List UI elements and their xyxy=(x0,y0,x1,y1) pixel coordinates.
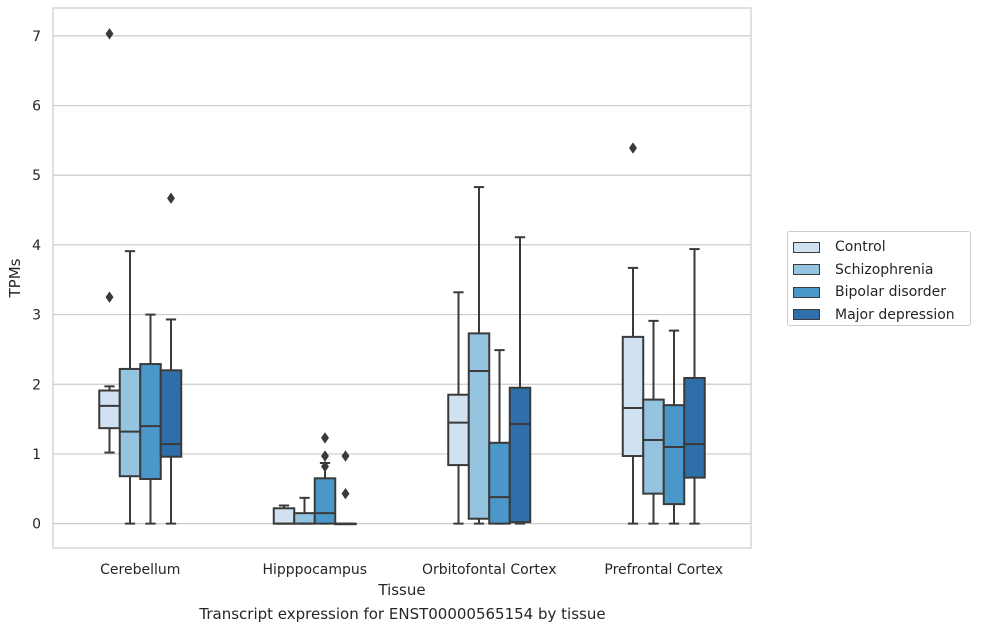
box-body-schizophrenia-cerebellum xyxy=(118,367,142,478)
box-schizophrenia-prefrontal-cortex xyxy=(642,319,665,525)
legend-swatch-control xyxy=(793,241,820,253)
box-body-bipolar-disorder-prefrontal-cortex xyxy=(662,404,686,506)
y-tick-label-0: 0 xyxy=(32,517,41,533)
legend-item-major-depression: Major depression xyxy=(788,304,970,327)
box-bipolar-disorder-orbitofontal-cortex xyxy=(488,349,511,525)
outlier-major-depression-hipppocampus-0 xyxy=(341,450,350,462)
legend-label-control: Control xyxy=(835,239,886,256)
legend-swatch-schizophrenia xyxy=(793,264,820,276)
box-major-depression-cerebellum xyxy=(159,192,183,525)
chart-caption: Transcript expression for ENST0000056515… xyxy=(199,605,606,623)
y-axis-label: TPMs xyxy=(6,258,24,298)
box-body-schizophrenia-orbitofontal-cortex xyxy=(467,332,491,520)
legend-item-control: Control xyxy=(788,236,970,259)
box-control-cerebellum xyxy=(98,28,121,454)
box-body-control-orbitofontal-cortex xyxy=(447,393,470,467)
y-tick-label-2: 2 xyxy=(32,377,41,393)
box-control-orbitofontal-cortex xyxy=(447,291,470,525)
legend-label-schizophrenia: Schizophrenia xyxy=(835,261,934,278)
box-control-hipppocampus xyxy=(272,504,296,525)
box-body-control-hipppocampus xyxy=(272,507,296,525)
box-body-bipolar-disorder-cerebellum xyxy=(139,363,162,481)
box-body-bipolar-disorder-orbitofontal-cortex xyxy=(488,441,511,525)
box-body-control-cerebellum xyxy=(98,389,121,430)
y-tick-label-4: 4 xyxy=(32,238,41,254)
outlier-major-depression-hipppocampus-1 xyxy=(341,487,350,500)
y-tick-label-7: 7 xyxy=(32,29,41,45)
legend-label-major-depression: Major depression xyxy=(835,306,955,323)
box-layer xyxy=(98,28,706,526)
outlier-control-cerebellum-1 xyxy=(105,28,114,40)
legend-swatch-bipolar-disorder xyxy=(793,286,820,298)
box-body-schizophrenia-hipppocampus xyxy=(293,512,316,525)
box-body-major-depression-prefrontal-cortex xyxy=(683,376,706,479)
y-tick-labels: 0 1 2 3 4 5 6 7 xyxy=(32,29,41,533)
box-schizophrenia-orbitofontal-cortex xyxy=(467,186,491,525)
outlier-bipolar-disorder-hipppocampus-2 xyxy=(321,460,329,473)
box-body-major-depression-cerebellum xyxy=(159,369,183,458)
outlier-control-prefrontal-cortex-0 xyxy=(629,142,637,154)
box-major-depression-hipppocampus xyxy=(334,450,357,526)
outlier-major-depression-cerebellum-0 xyxy=(167,192,175,204)
outlier-control-cerebellum-0 xyxy=(105,291,114,303)
y-tick-label-5: 5 xyxy=(32,168,41,184)
legend: Control Schizophrenia Bipolar disorder M… xyxy=(787,231,971,326)
y-tick-label-3: 3 xyxy=(32,308,41,324)
x-tick-label-hipppocampus: Hipppocampus xyxy=(262,562,367,578)
box-bipolar-disorder-prefrontal-cortex xyxy=(662,329,686,525)
x-tick-label-prefrontal-cortex: Prefrontal Cortex xyxy=(604,562,723,578)
box-body-bipolar-disorder-hipppocampus xyxy=(313,477,337,525)
x-tick-label-orbitofontal-cortex: Orbitofontal Cortex xyxy=(422,562,557,578)
box-body-control-prefrontal-cortex xyxy=(621,335,645,458)
legend-item-schizophrenia: Schizophrenia xyxy=(788,259,970,282)
x-axis-label: Tissue xyxy=(377,581,425,599)
box-major-depression-prefrontal-cortex xyxy=(683,248,706,525)
y-tick-label-1: 1 xyxy=(32,447,41,463)
legend-swatch-major-depression xyxy=(793,309,820,321)
box-major-depression-orbitofontal-cortex xyxy=(508,236,532,525)
legend-label-bipolar-disorder: Bipolar disorder xyxy=(835,284,947,301)
box-bipolar-disorder-hipppocampus xyxy=(313,432,337,525)
box-body-major-depression-orbitofontal-cortex xyxy=(508,386,532,524)
outlier-bipolar-disorder-hipppocampus-0 xyxy=(321,432,329,444)
legend-item-bipolar-disorder: Bipolar disorder xyxy=(788,281,970,304)
y-tick-label-6: 6 xyxy=(32,99,41,115)
outlier-bipolar-disorder-hipppocampus-1 xyxy=(321,450,329,462)
plot-frame xyxy=(52,7,752,549)
x-tick-labels: Cerebellum Hipppocampus Orbitofontal Corte… xyxy=(100,562,723,578)
box-control-prefrontal-cortex xyxy=(621,142,645,525)
box-bipolar-disorder-cerebellum xyxy=(139,313,162,525)
box-schizophrenia-cerebellum xyxy=(118,250,142,525)
box-schizophrenia-hipppocampus xyxy=(293,496,316,525)
box-body-schizophrenia-prefrontal-cortex xyxy=(642,398,665,495)
x-tick-label-cerebellum: Cerebellum xyxy=(100,562,180,578)
